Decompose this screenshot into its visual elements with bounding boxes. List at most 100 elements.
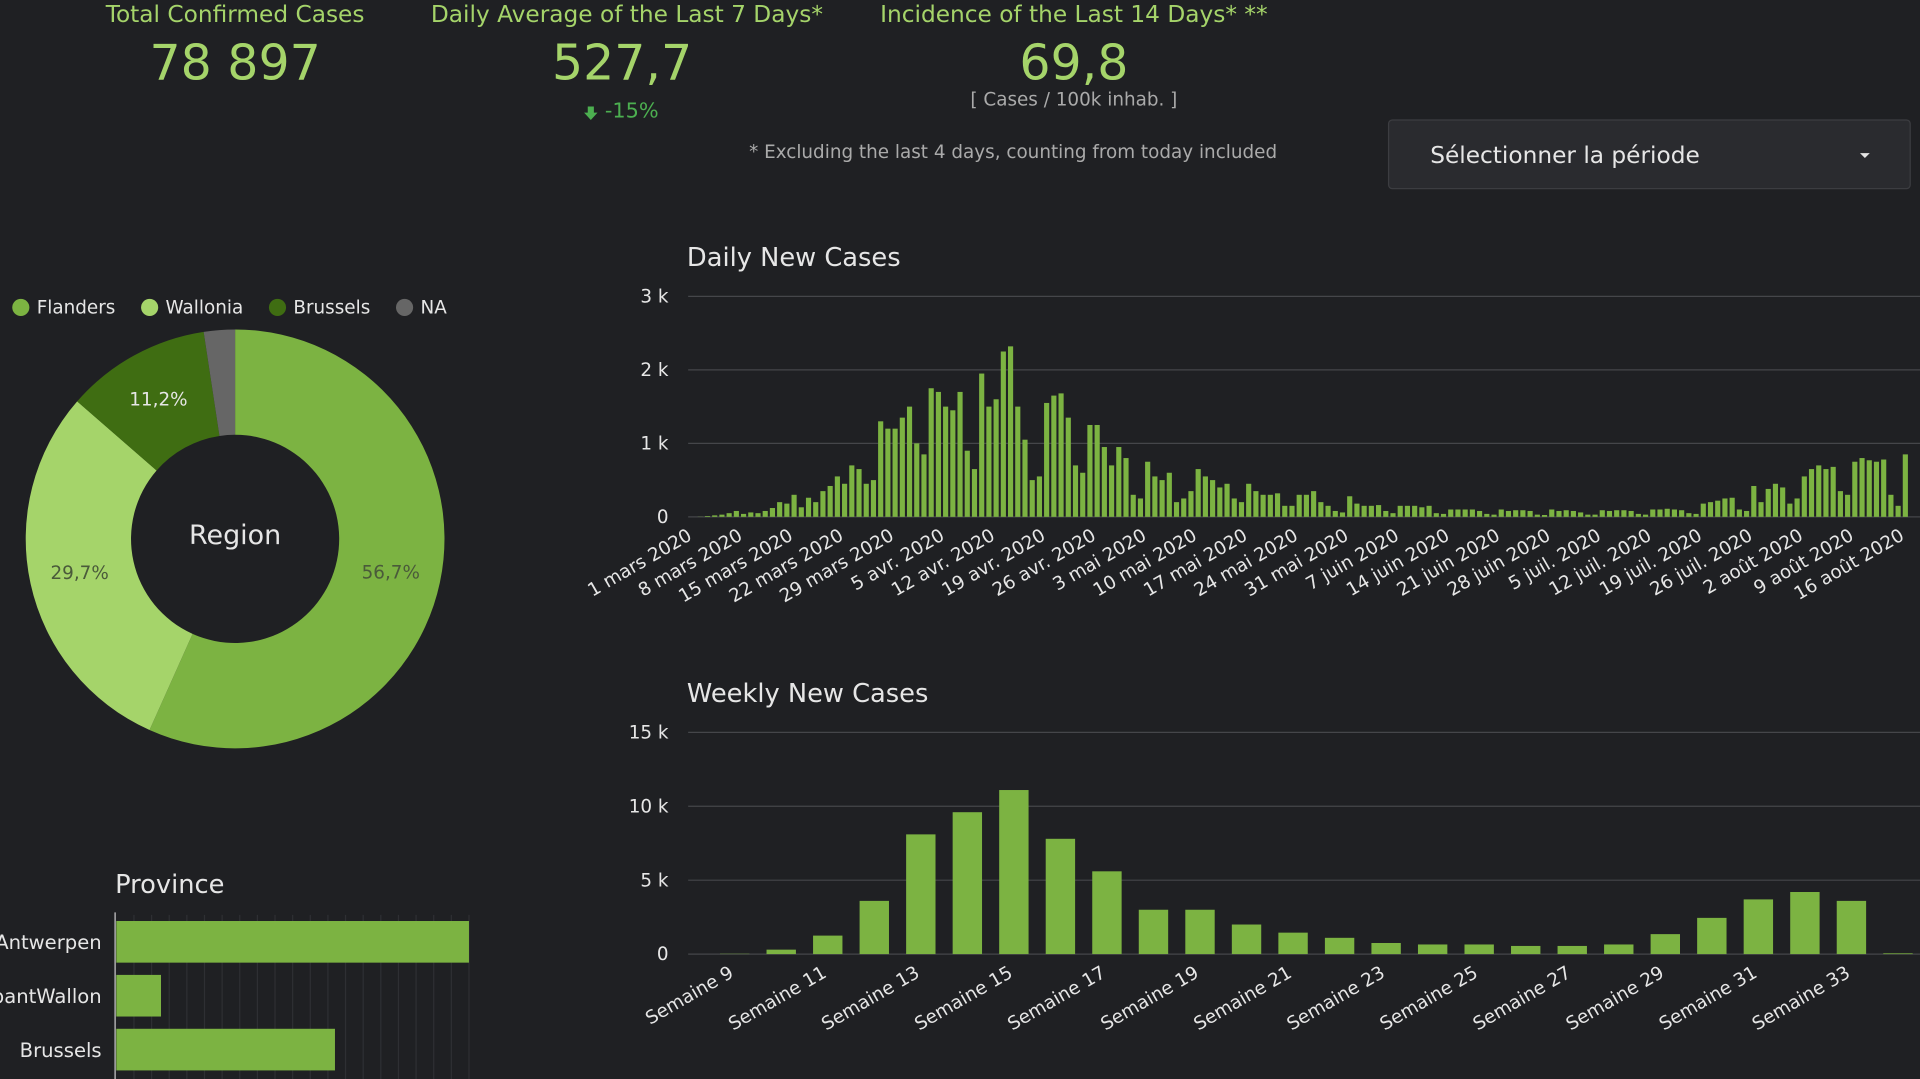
bar (1267, 494, 1273, 517)
bar (1578, 512, 1584, 517)
donut-slice (25, 401, 193, 731)
bar (1707, 502, 1714, 517)
bar (1332, 510, 1338, 517)
bar (1137, 498, 1144, 517)
bar (820, 491, 826, 517)
bar (1787, 503, 1793, 517)
bar (1888, 494, 1894, 517)
kpi-value: 527,7 (552, 35, 692, 92)
bar (1238, 502, 1245, 517)
y-tick-label: 3 k (640, 287, 669, 308)
bar (1029, 480, 1035, 517)
dropdown-caret[interactable] (1860, 153, 1870, 158)
bar (950, 410, 956, 517)
bar (1185, 909, 1215, 955)
y-tick-label: 10 k (629, 796, 669, 817)
bar (1318, 502, 1324, 517)
bar (1260, 494, 1266, 517)
bar (1491, 514, 1497, 517)
bar (1859, 458, 1865, 517)
kpi-title: Daily Average of the Last 7 Days* (431, 1, 823, 28)
bar (1895, 505, 1901, 517)
bar (1417, 944, 1448, 955)
bar (1700, 503, 1706, 517)
legend-swatch (395, 298, 414, 316)
bar (813, 502, 819, 517)
bar (1621, 510, 1627, 517)
bar (952, 812, 983, 955)
bar (1744, 510, 1750, 517)
bar (1765, 488, 1771, 517)
bar (964, 450, 970, 517)
bar (1101, 447, 1107, 517)
y-tick-label: 5 k (640, 870, 669, 891)
bar (798, 507, 804, 517)
y-tick-label: 2 k (640, 360, 669, 381)
bar (1585, 514, 1591, 517)
bar (1772, 483, 1779, 517)
donut-center-label: Region (189, 520, 281, 551)
bar (1464, 944, 1494, 955)
bar (1556, 510, 1562, 517)
bar (928, 388, 934, 517)
bar (1484, 513, 1490, 517)
bar (1505, 510, 1512, 517)
bar (726, 513, 732, 517)
slice-label: 29,7% (50, 563, 108, 584)
bar (1361, 505, 1367, 517)
bar (733, 510, 739, 517)
bar (1159, 480, 1165, 517)
bar (1715, 500, 1721, 517)
bar (1751, 485, 1757, 517)
bar (1790, 892, 1820, 955)
bar (1520, 510, 1526, 517)
bar (1231, 498, 1237, 517)
bar (1045, 838, 1076, 955)
kpi-change: -15% (605, 99, 659, 123)
bar (1729, 497, 1735, 517)
bar (712, 515, 718, 517)
kpi-value: 69,8 (1019, 35, 1128, 92)
period-dropdown[interactable]: Sélectionner la période (1387, 119, 1911, 190)
legend-swatch (12, 298, 30, 316)
bar (921, 454, 927, 517)
bar (1296, 494, 1302, 517)
dropdown-box[interactable] (1387, 119, 1911, 190)
donut-slice (149, 329, 445, 749)
bar (1852, 461, 1858, 517)
slice-label: 11,2% (129, 389, 187, 410)
bar (1339, 512, 1346, 517)
bar (1693, 513, 1699, 517)
bar (116, 974, 161, 1017)
bar (1051, 395, 1057, 517)
bar (704, 516, 711, 517)
bar (1527, 510, 1533, 517)
bar (935, 391, 941, 517)
bar (1513, 510, 1519, 517)
bar (999, 790, 1029, 955)
y-tick-label: 1 k (640, 433, 669, 454)
bar (1036, 476, 1042, 517)
bar (1007, 346, 1014, 517)
bar (1866, 460, 1872, 517)
dropdown-label[interactable]: Sélectionner la période (1430, 142, 1700, 169)
bar (1311, 491, 1317, 517)
bar (769, 508, 776, 517)
bar (1130, 494, 1136, 517)
bar (1883, 953, 1913, 955)
bar (116, 921, 469, 963)
y-tick-label: Antwerpen (0, 931, 102, 954)
bar (914, 443, 920, 517)
bar (1188, 491, 1194, 517)
bar (1686, 513, 1692, 517)
bar (1390, 513, 1396, 517)
bar (1094, 424, 1100, 517)
y-tick-label: 0 (657, 507, 669, 528)
bar (1123, 458, 1129, 517)
bar (1404, 505, 1411, 517)
bar (870, 480, 877, 517)
bar (1477, 510, 1483, 517)
bar (1541, 515, 1548, 517)
bar (1448, 509, 1454, 517)
bar (1109, 465, 1115, 517)
